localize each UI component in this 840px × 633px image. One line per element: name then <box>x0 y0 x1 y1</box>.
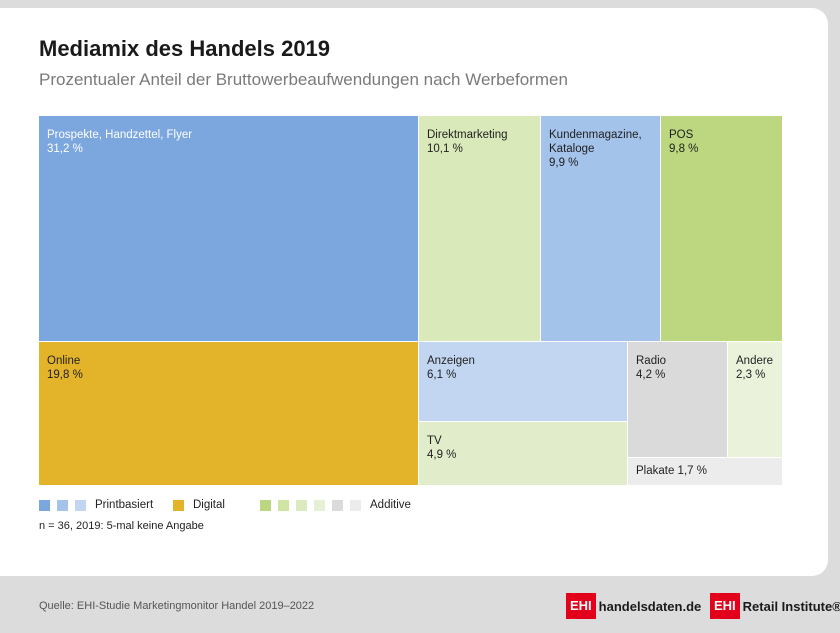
source-note: Quelle: EHI-Studie Marketingmonitor Hand… <box>39 600 315 612</box>
legend-swatch <box>57 500 68 511</box>
treemap-tile: Online 19,8 % <box>39 342 419 486</box>
tile-label: Direktmarketing <box>427 129 508 141</box>
tile-label: Radio <box>636 355 667 367</box>
legend-label: Printbasiert <box>95 499 154 511</box>
ehi-logo-box: EHI <box>710 593 740 619</box>
tile-label: Prospekte, Handzettel, Flyer <box>47 129 193 141</box>
tile-label: Plakate <box>636 465 675 477</box>
tile-label: POS <box>669 129 694 141</box>
treemap-tile: Plakate 1,7 % <box>628 458 783 486</box>
legend-swatch <box>173 500 184 511</box>
tile-value: 6,1 % <box>427 369 457 381</box>
legend-swatch <box>332 500 343 511</box>
tile-value: 4,2 % <box>636 369 666 381</box>
tile-value: 1,7 % <box>674 465 707 477</box>
legend-label: Additive <box>370 499 411 511</box>
tile-value: 10,1 % <box>427 143 463 155</box>
tile-label: Online <box>47 355 81 367</box>
treemap-tile: Prospekte, Handzettel, Flyer 31,2 % <box>39 116 419 342</box>
tile-value: 9,9 % <box>549 157 579 169</box>
legend-swatch <box>75 500 86 511</box>
tile-label: Anzeigen <box>427 355 475 367</box>
tile-value: 2,3 % <box>736 369 766 381</box>
treemap-tile: Anzeigen 6,1 % <box>419 342 628 422</box>
legend-label: Digital <box>193 499 225 511</box>
tile-value: 31,2 % <box>47 143 83 155</box>
handelsdaten-logo-text: handelsdaten.de <box>598 598 702 614</box>
legend-swatch <box>278 500 289 511</box>
tile-label: TV <box>427 435 442 447</box>
ehi-logo-box: EHI <box>566 593 596 619</box>
treemap-tile: Radio 4,2 % <box>628 342 728 458</box>
chart-title: Mediamix des Handels 2019 <box>39 36 331 61</box>
ehi-retail-institute-logo[interactable]: EHI Retail Institute® <box>710 593 840 619</box>
tile-value: 4,9 % <box>427 449 457 461</box>
legend-swatch <box>350 500 361 511</box>
treemap: Prospekte, Handzettel, Flyer 31,2 % Direkt… <box>39 116 783 486</box>
treemap-tile: POS 9,8 % <box>661 116 783 342</box>
treemap-tile: TV 4,9 % <box>419 422 628 486</box>
treemap-tile: Direktmarketing 10,1 % <box>419 116 541 342</box>
legend-swatch <box>314 500 325 511</box>
sample-note: n = 36, 2019: 5-mal keine Angabe <box>39 520 204 532</box>
tile-value: 9,8 % <box>669 143 699 155</box>
legend-swatch <box>260 500 271 511</box>
chart-subtitle: Prozentualer Anteil der Bruttowerbeaufwe… <box>39 70 568 89</box>
legend-swatch <box>39 500 50 511</box>
treemap-tile: Kundenmagazine, Kataloge 9,9 % <box>541 116 661 342</box>
treemap-tile: Andere 2,3 % <box>728 342 783 458</box>
tile-label: Andere <box>736 355 774 367</box>
legend-swatch <box>296 500 307 511</box>
tile-value: 19,8 % <box>47 369 83 381</box>
handelsdaten-logo[interactable]: EHI handelsdaten.de <box>566 593 701 619</box>
tile-label: Kundenmagazine, Kataloge <box>549 129 642 155</box>
retail-institute-logo-text: Retail Institute® <box>742 598 840 614</box>
